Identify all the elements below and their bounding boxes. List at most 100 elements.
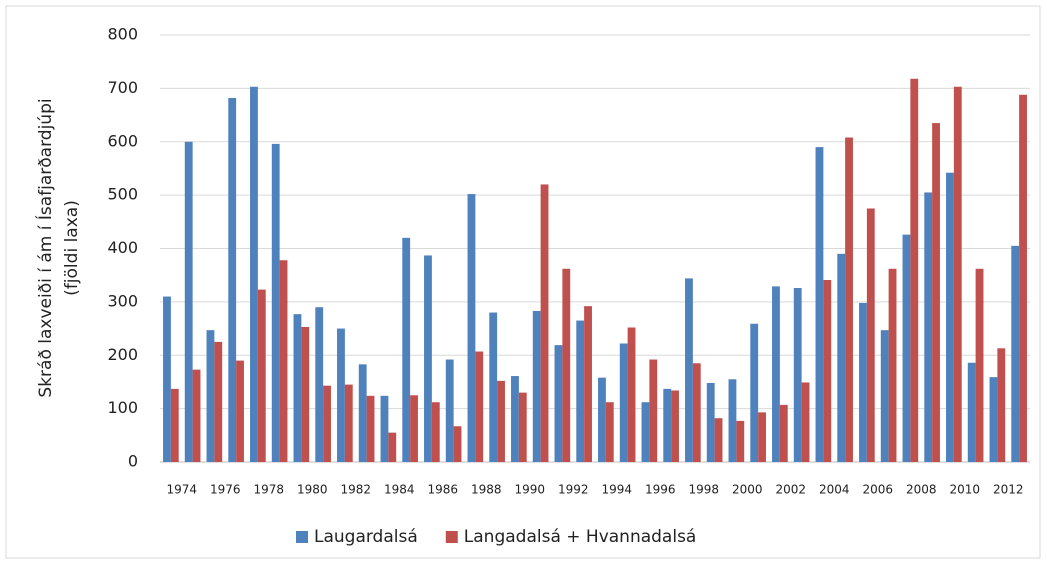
bar bbox=[997, 348, 1006, 462]
x-tick-label: 1982 bbox=[340, 483, 371, 497]
x-tick-label: 1990 bbox=[514, 483, 545, 497]
x-tick-label: 1976 bbox=[210, 483, 241, 497]
y-axis-label: Skráð laxveiði í ám í Ísafjarðardjúpi (f… bbox=[34, 98, 82, 397]
bar bbox=[170, 388, 179, 462]
bar bbox=[184, 141, 193, 462]
bar bbox=[736, 420, 745, 462]
bar bbox=[671, 390, 679, 462]
bar bbox=[445, 359, 454, 462]
y-tick-label: 0 bbox=[128, 452, 138, 471]
bar bbox=[989, 377, 998, 462]
bar bbox=[358, 364, 367, 462]
bar bbox=[641, 402, 650, 462]
bar bbox=[562, 268, 571, 462]
bar bbox=[228, 97, 237, 463]
bar bbox=[344, 384, 353, 462]
bar bbox=[576, 320, 585, 462]
y-tick-label: 500 bbox=[107, 185, 138, 204]
bar bbox=[271, 143, 280, 462]
bar bbox=[366, 395, 375, 462]
bar bbox=[772, 286, 780, 462]
bar bbox=[315, 307, 324, 462]
legend-swatch bbox=[445, 531, 458, 543]
legend-label: Langadalsá + Hvannadalsá bbox=[464, 527, 697, 547]
bar bbox=[685, 278, 693, 462]
bar bbox=[910, 78, 919, 462]
legend-swatch bbox=[296, 531, 308, 543]
x-tick-label: 2002 bbox=[775, 483, 806, 497]
bar bbox=[467, 194, 476, 462]
y-tick-label: 100 bbox=[107, 398, 138, 417]
bar bbox=[257, 289, 266, 462]
bar bbox=[845, 137, 853, 463]
bar bbox=[902, 234, 911, 462]
x-tick-label: 1984 bbox=[384, 483, 415, 497]
bar bbox=[532, 310, 541, 462]
bar bbox=[880, 330, 889, 462]
bar bbox=[424, 255, 432, 462]
bar bbox=[793, 287, 802, 462]
bar bbox=[801, 382, 810, 462]
bar bbox=[1019, 94, 1027, 462]
x-tick-label: 1996 bbox=[645, 483, 676, 497]
bar bbox=[706, 383, 715, 462]
bar bbox=[598, 377, 606, 462]
x-tick-label: 2008 bbox=[906, 483, 937, 497]
bar bbox=[714, 418, 723, 462]
bar bbox=[540, 184, 549, 462]
bar bbox=[924, 192, 933, 463]
y-axis-label-line: Skráð laxveiði í ám í Ísafjarðardjúpi bbox=[34, 98, 56, 397]
x-tick-label: 2004 bbox=[819, 483, 850, 497]
y-tick-label: 700 bbox=[107, 78, 138, 97]
legend-label: Laugardalsá bbox=[314, 527, 418, 547]
x-tick-label: 1974 bbox=[166, 483, 197, 497]
bar bbox=[323, 385, 331, 462]
bar bbox=[866, 208, 875, 462]
bar bbox=[823, 279, 832, 462]
bar bbox=[431, 402, 440, 462]
bar bbox=[511, 376, 519, 462]
bar bbox=[489, 312, 498, 462]
bar bbox=[758, 412, 766, 462]
bar bbox=[619, 343, 628, 462]
x-tick-label: 1992 bbox=[558, 483, 589, 497]
bar bbox=[779, 404, 788, 462]
x-tick-label: 2012 bbox=[993, 483, 1024, 497]
bar bbox=[475, 351, 484, 462]
bar bbox=[953, 86, 962, 463]
bar bbox=[337, 328, 345, 462]
y-tick-label: 600 bbox=[107, 131, 138, 150]
bar bbox=[888, 268, 897, 462]
y-tick-label: 800 bbox=[107, 25, 138, 44]
bar bbox=[946, 172, 954, 462]
bar bbox=[402, 237, 411, 462]
bar bbox=[605, 402, 614, 462]
bar bbox=[250, 86, 258, 463]
bar bbox=[967, 362, 976, 462]
bar bbox=[649, 359, 658, 462]
y-tick-label: 200 bbox=[107, 345, 138, 364]
bar bbox=[815, 147, 824, 462]
bar bbox=[932, 123, 940, 462]
bar bbox=[163, 296, 171, 462]
bar bbox=[728, 379, 737, 462]
bar bbox=[859, 302, 867, 462]
bar bbox=[380, 395, 389, 462]
bar bbox=[554, 345, 563, 462]
x-tick-label: 1978 bbox=[253, 483, 284, 497]
x-tick-label: 2010 bbox=[949, 483, 980, 497]
bar bbox=[975, 268, 984, 462]
x-tick-label: 1988 bbox=[471, 483, 502, 497]
bar bbox=[692, 363, 701, 462]
bar bbox=[410, 395, 418, 462]
bar bbox=[236, 360, 244, 462]
y-axis-label-line: (fjöldi laxa) bbox=[62, 200, 82, 296]
bar bbox=[453, 426, 462, 462]
bar bbox=[584, 306, 592, 462]
y-tick-label: 300 bbox=[107, 291, 138, 310]
bar bbox=[388, 432, 397, 462]
x-tick-label: 1986 bbox=[427, 483, 458, 497]
bar bbox=[293, 314, 302, 462]
bar bbox=[192, 369, 201, 462]
